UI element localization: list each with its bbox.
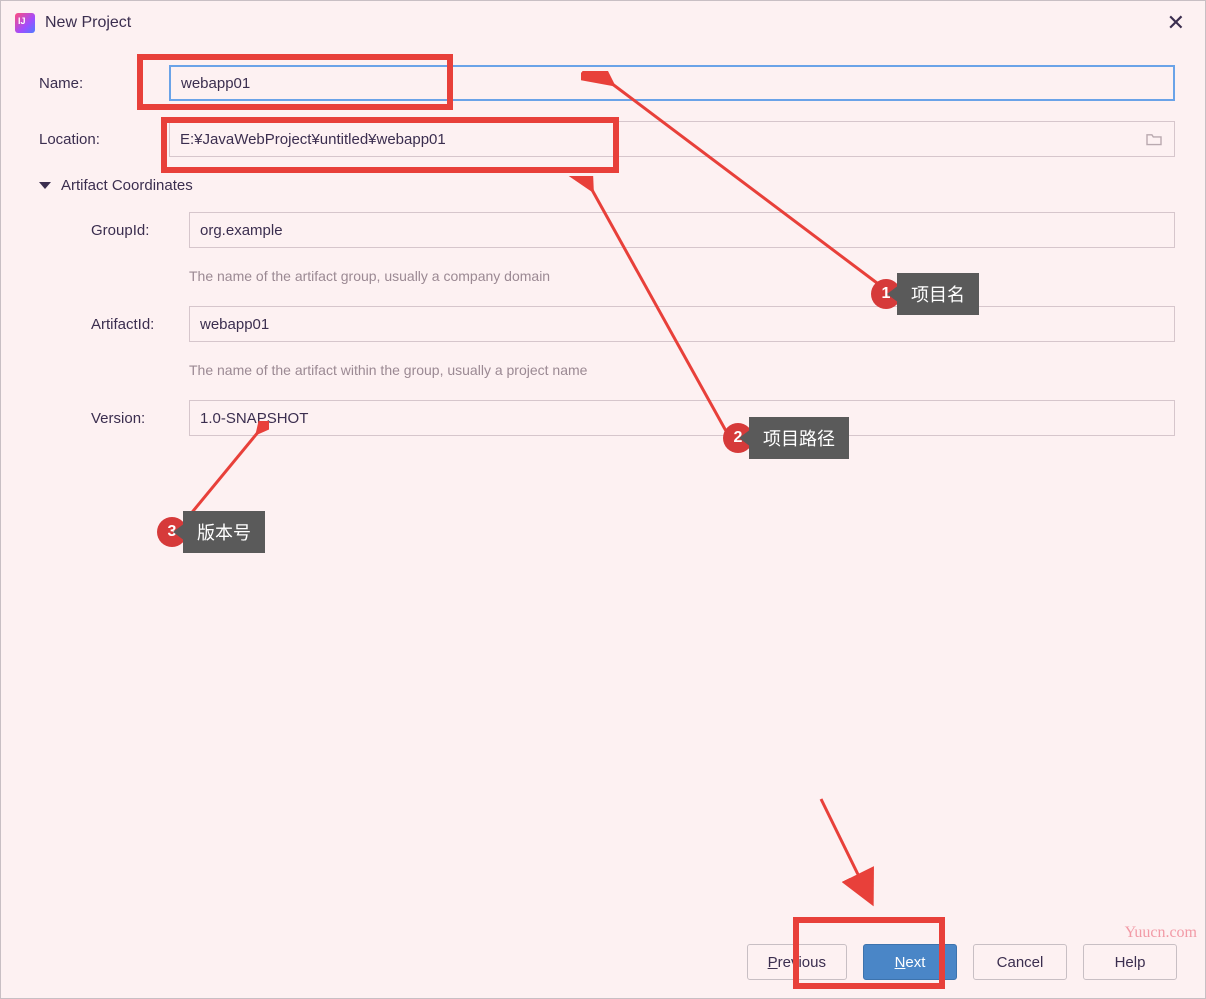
next-label: ext — [905, 954, 925, 971]
groupid-row: GroupId: — [91, 212, 1175, 248]
intellij-icon — [15, 13, 35, 33]
groupid-label: GroupId: — [91, 222, 189, 239]
artifact-section: GroupId: The name of the artifact group,… — [39, 212, 1175, 436]
location-label: Location: — [39, 131, 169, 148]
version-row: Version: — [91, 400, 1175, 436]
cancel-button[interactable]: Cancel — [973, 944, 1067, 980]
version-label: Version: — [91, 410, 189, 427]
annotation-callout-3: 3 版本号 — [157, 511, 265, 553]
location-row: Location: — [39, 121, 1175, 157]
titlebar: New Project ✕ — [1, 1, 1205, 45]
artifactid-helper: The name of the artifact within the grou… — [189, 362, 1175, 378]
artifact-section-label: Artifact Coordinates — [61, 177, 193, 194]
dialog-content: Name: Location: Artifact Coordinates Gro… — [1, 45, 1205, 436]
name-row: Name: — [39, 65, 1175, 101]
groupid-input[interactable] — [189, 212, 1175, 248]
dialog-title: New Project — [45, 14, 1161, 32]
previous-button[interactable]: Previous — [747, 944, 847, 980]
groupid-helper: The name of the artifact group, usually … — [189, 268, 1175, 284]
name-label: Name: — [39, 75, 169, 92]
browse-folder-icon[interactable] — [1145, 132, 1163, 146]
close-icon[interactable]: ✕ — [1161, 10, 1191, 36]
new-project-dialog: New Project ✕ Name: Location: Artifact C… — [0, 0, 1206, 999]
chevron-down-icon — [39, 182, 51, 189]
version-input[interactable] — [189, 400, 1175, 436]
dialog-buttons: Previous Next Cancel Help — [747, 944, 1177, 980]
artifactid-label: ArtifactId: — [91, 316, 189, 333]
previous-label: revious — [778, 954, 826, 971]
annotation-tag-1: 项目名 — [897, 273, 979, 315]
artifact-coordinates-toggle[interactable]: Artifact Coordinates — [39, 177, 1175, 194]
watermark: Yuucn.com — [1125, 924, 1197, 942]
artifactid-input[interactable] — [189, 306, 1175, 342]
name-input[interactable] — [169, 65, 1175, 101]
next-button[interactable]: Next — [863, 944, 957, 980]
artifactid-row: ArtifactId: — [91, 306, 1175, 342]
location-input[interactable] — [169, 121, 1175, 157]
help-button[interactable]: Help — [1083, 944, 1177, 980]
annotation-tag-2: 项目路径 — [749, 417, 849, 459]
annotation-arrow-4 — [791, 791, 891, 921]
annotation-callout-2: 2 项目路径 — [723, 417, 849, 459]
annotation-tag-3: 版本号 — [183, 511, 265, 553]
annotation-callout-1: 1 项目名 — [871, 273, 979, 315]
